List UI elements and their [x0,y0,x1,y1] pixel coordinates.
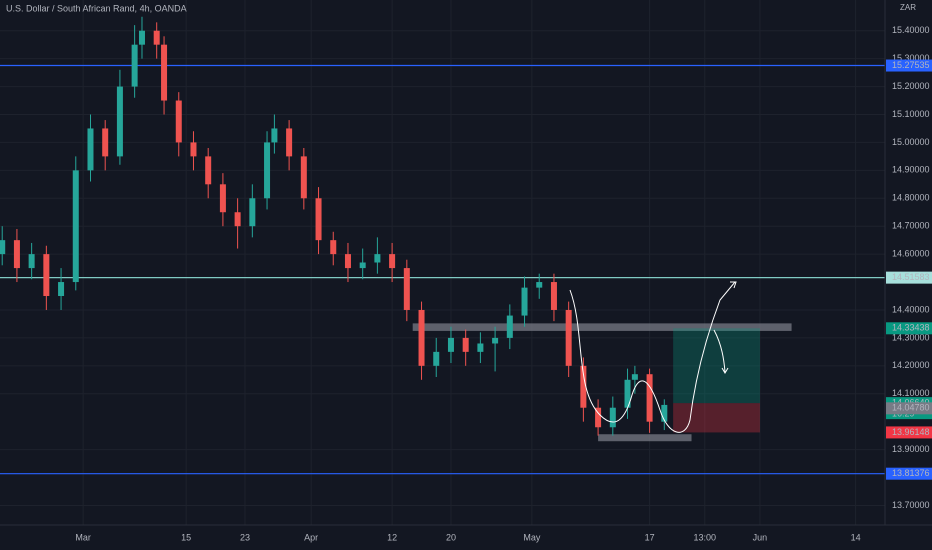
candle-body [72,170,79,283]
candle-body [58,282,65,297]
y-tick-label: 15.10000 [892,109,930,119]
candle-body [264,142,271,199]
price-badge [886,59,932,72]
x-tick-label: May [523,532,541,542]
x-tick-label: 17 [645,532,655,542]
x-tick-label: Jun [753,532,768,542]
x-tick-label: 13:00 [693,532,716,542]
price-badge [886,322,932,335]
y-tick-label: 14.30000 [892,332,930,342]
y-tick-label: 14.40000 [892,304,930,314]
candle-body [624,379,631,408]
y-tick-label: 13.90000 [892,444,930,454]
price-badge-label: 13.96148 [892,427,930,437]
candle-body [646,374,653,422]
chart-title: U.S. Dollar / South African Rand, 4h, OA… [6,3,187,13]
candle-body [403,268,410,310]
x-tick-label: 14 [851,532,861,542]
arrow-head [730,281,737,289]
candle-body [161,44,168,101]
price-badge-label: 14.04780 [892,403,930,413]
candle-body [102,128,109,157]
candle-body [219,184,226,213]
candle-body [418,309,425,366]
price-badge [886,402,932,415]
y-tick-label: 15.00000 [892,137,930,147]
candle-body [492,337,499,344]
candle-body [359,262,366,269]
x-tick-label: 15 [181,532,191,542]
candle-body [271,128,278,143]
currency: ZAR [900,3,916,12]
candle-body [138,30,145,45]
candle-body [13,240,20,269]
candle-body [536,282,543,288]
y-tick-label: 15.20000 [892,81,930,91]
candle-body [28,254,35,269]
candle-body [374,254,381,263]
x-tick-label: 12 [387,532,397,542]
y-tick-label: 14.10000 [892,388,930,398]
candle-body [43,254,50,297]
candle-body [447,337,454,352]
candle-body [205,156,212,185]
candle-body [153,30,160,45]
candle-body [190,142,197,157]
zone [673,403,760,433]
candle-body [661,404,668,422]
y-tick-label: 15.40000 [892,25,930,35]
projection-curve [569,281,736,433]
zone [598,434,692,442]
price-badge-label: 14.51583 [892,272,930,282]
candle-body [631,374,638,380]
candle-body [315,198,322,241]
zone [673,328,760,404]
candle-body [477,343,484,352]
plot [0,16,885,475]
candle-body [433,351,440,366]
y-tick-label: 14.20000 [892,360,930,370]
candle-body [131,44,138,87]
x-tick-label: 23 [240,532,250,542]
arrow-down [713,329,729,374]
candle-body [565,309,572,366]
candle-body [175,100,182,143]
price-badge-label: 13.81376 [892,468,930,478]
zone [412,323,792,331]
y-tick-label: 13.70000 [892,500,930,510]
candle-body [462,337,469,352]
candle-body [300,156,307,199]
candle-body [521,287,528,316]
price-badge [886,271,932,284]
candle-body [286,128,293,157]
price-badge-label: 15.27535 [892,60,930,70]
candle-body [0,240,6,255]
candle-body [330,240,337,255]
candle-body [580,365,587,408]
x-tick-label: Apr [304,532,318,542]
candle-body [249,198,256,227]
candle-body [344,254,351,269]
candle-body [506,315,513,338]
x-tick-label: 20 [446,532,456,542]
price-badge-label: 14.33438 [892,323,930,333]
candle-body [116,86,123,157]
candle-body [87,128,94,171]
y-tick-label: 15.30000 [892,53,930,63]
candle-body [234,212,241,227]
x-tick-label: Mar [75,532,91,542]
candle-body [389,254,396,269]
candle-body [595,407,602,428]
y-tick-label: 14.60000 [892,248,930,258]
y-tick-label: 14.80000 [892,193,930,203]
y-tick-label: 14.90000 [892,165,930,175]
price-badge [886,467,932,480]
candle-body [550,282,557,310]
y-tick-label: 14.70000 [892,221,930,231]
price-badge [886,426,932,439]
candle-body [609,407,616,428]
